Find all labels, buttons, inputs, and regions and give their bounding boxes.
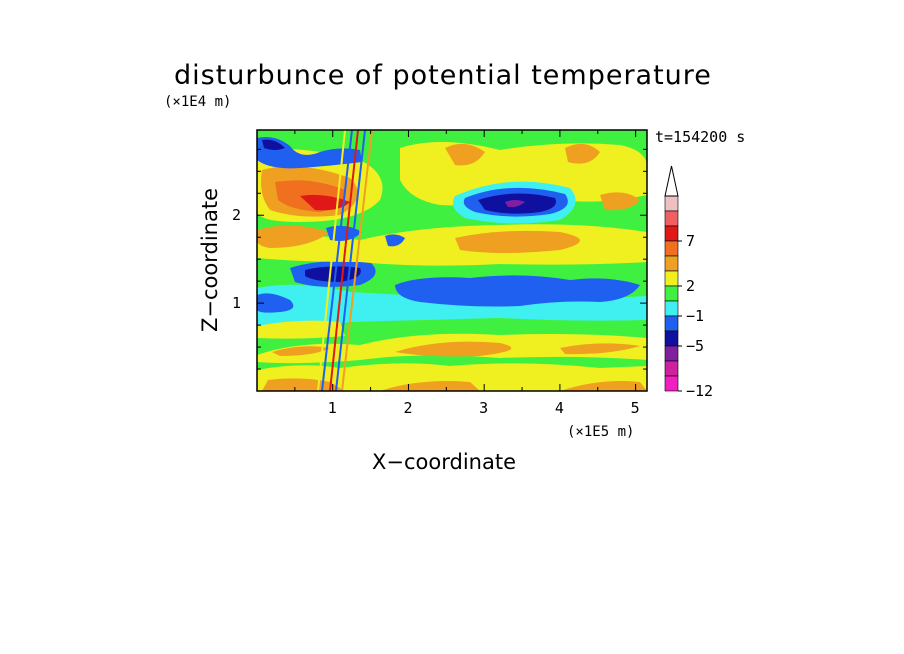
x-tick-label: 3: [479, 399, 489, 417]
time-label: t=154200 s: [655, 128, 746, 146]
contour-band: [395, 275, 640, 307]
contour-band: [565, 143, 600, 164]
colorbar-label: −1: [686, 307, 705, 325]
x-tick-label: 2: [403, 399, 413, 417]
y-axis-title: Z−coordinate: [198, 188, 222, 332]
colorbar-swatch: [664, 240, 679, 257]
colorbar-label: −12: [686, 382, 714, 400]
contour-band: [257, 225, 330, 248]
colorbar-label: −5: [686, 337, 705, 355]
contour-band: [380, 381, 480, 391]
colorbar-swatch: [664, 270, 679, 287]
colorbar: [664, 165, 682, 392]
contour-band: [262, 378, 345, 391]
contour-band: [262, 139, 285, 150]
contour-band: [600, 192, 640, 211]
colorbar-swatch: [664, 210, 679, 227]
contour-band: [257, 363, 647, 391]
contour-band: [257, 293, 294, 313]
contour-band: [445, 143, 485, 166]
contour-bands: [257, 130, 647, 391]
tick-marks: [257, 130, 647, 391]
colorbar-label: 7: [686, 232, 696, 250]
contour-band: [305, 266, 361, 282]
x-axis-title: X−coordinate: [372, 450, 516, 474]
x-axis-unit: (×1E5 m): [567, 424, 635, 440]
colorbar-swatch: [664, 360, 679, 377]
colorbar-extend-arrow: [664, 165, 679, 197]
y-tick-label: 2: [232, 206, 242, 225]
x-tick-label: 5: [630, 399, 640, 417]
contour-band: [257, 284, 647, 328]
colorbar-swatch: [664, 225, 679, 242]
colorbar-swatch: [664, 315, 679, 332]
colorbar-swatch: [664, 255, 679, 272]
contour-band: [560, 343, 640, 355]
colorbar-label: 2: [686, 277, 696, 295]
y-tick-label: 1: [232, 294, 242, 313]
plot-area: [257, 130, 647, 391]
colorbar-swatch: [664, 300, 679, 317]
contour-band: [505, 200, 525, 208]
colorbar-swatch: [664, 285, 679, 302]
colorbar-swatch: [664, 330, 679, 347]
x-tick-label: 4: [554, 399, 564, 417]
contour-band: [257, 137, 362, 169]
contour-band: [560, 381, 647, 391]
colorbar-swatch: [664, 195, 679, 212]
y-axis-unit: (×1E4 m): [164, 94, 232, 110]
contour-band: [272, 346, 330, 356]
plot-frame: [256, 129, 648, 392]
wave-streaks: [317, 130, 373, 391]
contour-band: [385, 234, 405, 247]
colorbar-swatch: [664, 345, 679, 362]
contour-band: [455, 230, 580, 253]
x-tick-label: 1: [327, 399, 337, 417]
chart-title: disturbunce of potential temperature: [174, 60, 712, 91]
contour-band: [395, 341, 512, 357]
colorbar-swatch: [664, 375, 679, 392]
